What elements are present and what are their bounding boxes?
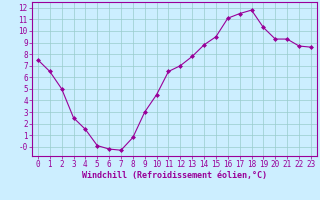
X-axis label: Windchill (Refroidissement éolien,°C): Windchill (Refroidissement éolien,°C) xyxy=(82,171,267,180)
